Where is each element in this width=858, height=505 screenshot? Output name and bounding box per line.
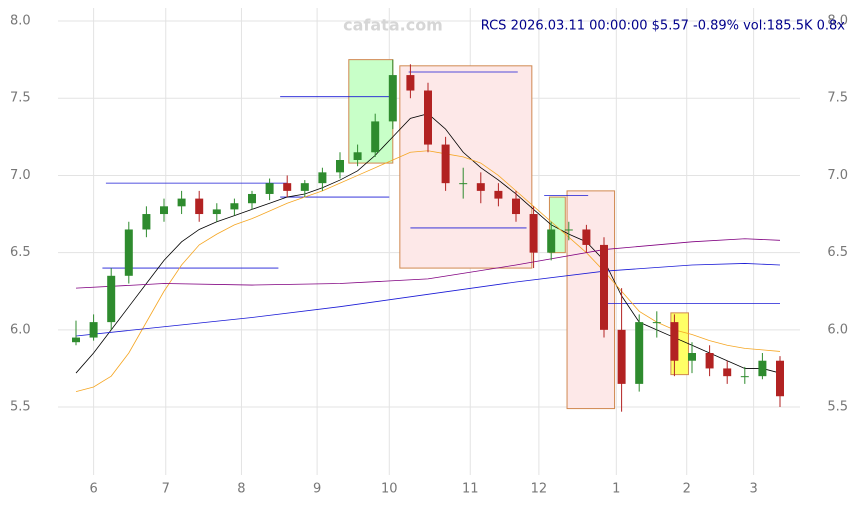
candle-body	[283, 183, 292, 191]
candle-body	[353, 152, 362, 160]
candle-body	[547, 229, 556, 253]
candle-body	[124, 229, 133, 276]
candle-body	[670, 322, 679, 361]
zone-box	[399, 65, 533, 269]
candle-body	[459, 183, 468, 185]
candle-body	[705, 353, 714, 369]
x-tick-label: 1	[612, 482, 620, 497]
candle-body	[758, 360, 767, 377]
candle-body	[371, 121, 380, 153]
candle-body	[635, 322, 644, 384]
candle-body	[406, 75, 415, 91]
candle-body	[600, 244, 608, 330]
y-tick-label: 7.5	[10, 91, 31, 106]
x-tick-label: 10	[381, 482, 398, 497]
candle-body	[265, 183, 274, 194]
y-tick-label: 8.0	[10, 14, 31, 29]
candle-body	[740, 376, 749, 378]
candle-body	[300, 183, 309, 191]
candle-body	[512, 198, 520, 215]
x-tick-label: 6	[89, 482, 97, 497]
x-tick-label: 12	[531, 482, 548, 497]
indicator-line	[75, 238, 781, 289]
candle-body	[177, 198, 186, 207]
candle-body	[212, 209, 221, 215]
candle-body	[72, 337, 80, 343]
candle-body	[388, 75, 397, 122]
x-tick-label: 3	[749, 482, 757, 497]
watermark: cafata.com	[343, 16, 443, 35]
candle-body	[776, 360, 784, 397]
chart-title: RCS 2026.03.11 00:00:00 $5.57 -0.89% vol…	[481, 19, 846, 34]
candle-body	[723, 368, 732, 377]
y-tick-label-right: 6.5	[827, 245, 848, 260]
y-tick-label-right: 8.0	[827, 14, 848, 29]
x-tick-label: 9	[313, 482, 321, 497]
candle-body	[476, 183, 485, 191]
candle-body	[564, 229, 573, 231]
y-tick-label: 6.0	[10, 322, 31, 337]
candle-body	[441, 144, 450, 184]
y-tick-label: 5.5	[10, 400, 31, 415]
x-tick-label: 11	[462, 482, 479, 497]
candle-body	[230, 203, 239, 210]
x-tick-label: 7	[162, 482, 170, 497]
candle-body	[195, 198, 204, 215]
y-tick-label-right: 5.5	[827, 400, 848, 415]
x-tick-label: 8	[237, 482, 245, 497]
candle-body	[318, 172, 327, 184]
plot: 5.5 5.5 6.0 6.0 6.5 6.5 7.0 7.0 7.5 7.5 8.0 8.0 6 7 8 9…	[10, 8, 848, 497]
candle-body	[424, 90, 432, 145]
candle-body	[688, 353, 696, 361]
candle-body	[652, 322, 661, 324]
zone-box	[348, 59, 394, 164]
candle-body	[160, 206, 168, 215]
candle-body	[107, 275, 116, 323]
candle-body	[617, 329, 626, 384]
candle-body	[89, 322, 98, 338]
y-tick-label: 6.5	[10, 245, 31, 260]
indicator-line	[75, 263, 781, 337]
candle-body	[142, 214, 151, 230]
candle-body	[582, 229, 591, 245]
y-tick-label: 7.0	[10, 168, 31, 183]
candle-body	[494, 190, 503, 199]
x-tick-label: 2	[683, 482, 691, 497]
y-tick-label-right: 6.0	[827, 322, 848, 337]
candle-body	[248, 193, 256, 204]
y-tick-label-right: 7.0	[827, 168, 848, 183]
y-tick-label-right: 7.5	[827, 91, 848, 106]
candle-body	[529, 214, 538, 253]
candle-body	[336, 160, 344, 173]
